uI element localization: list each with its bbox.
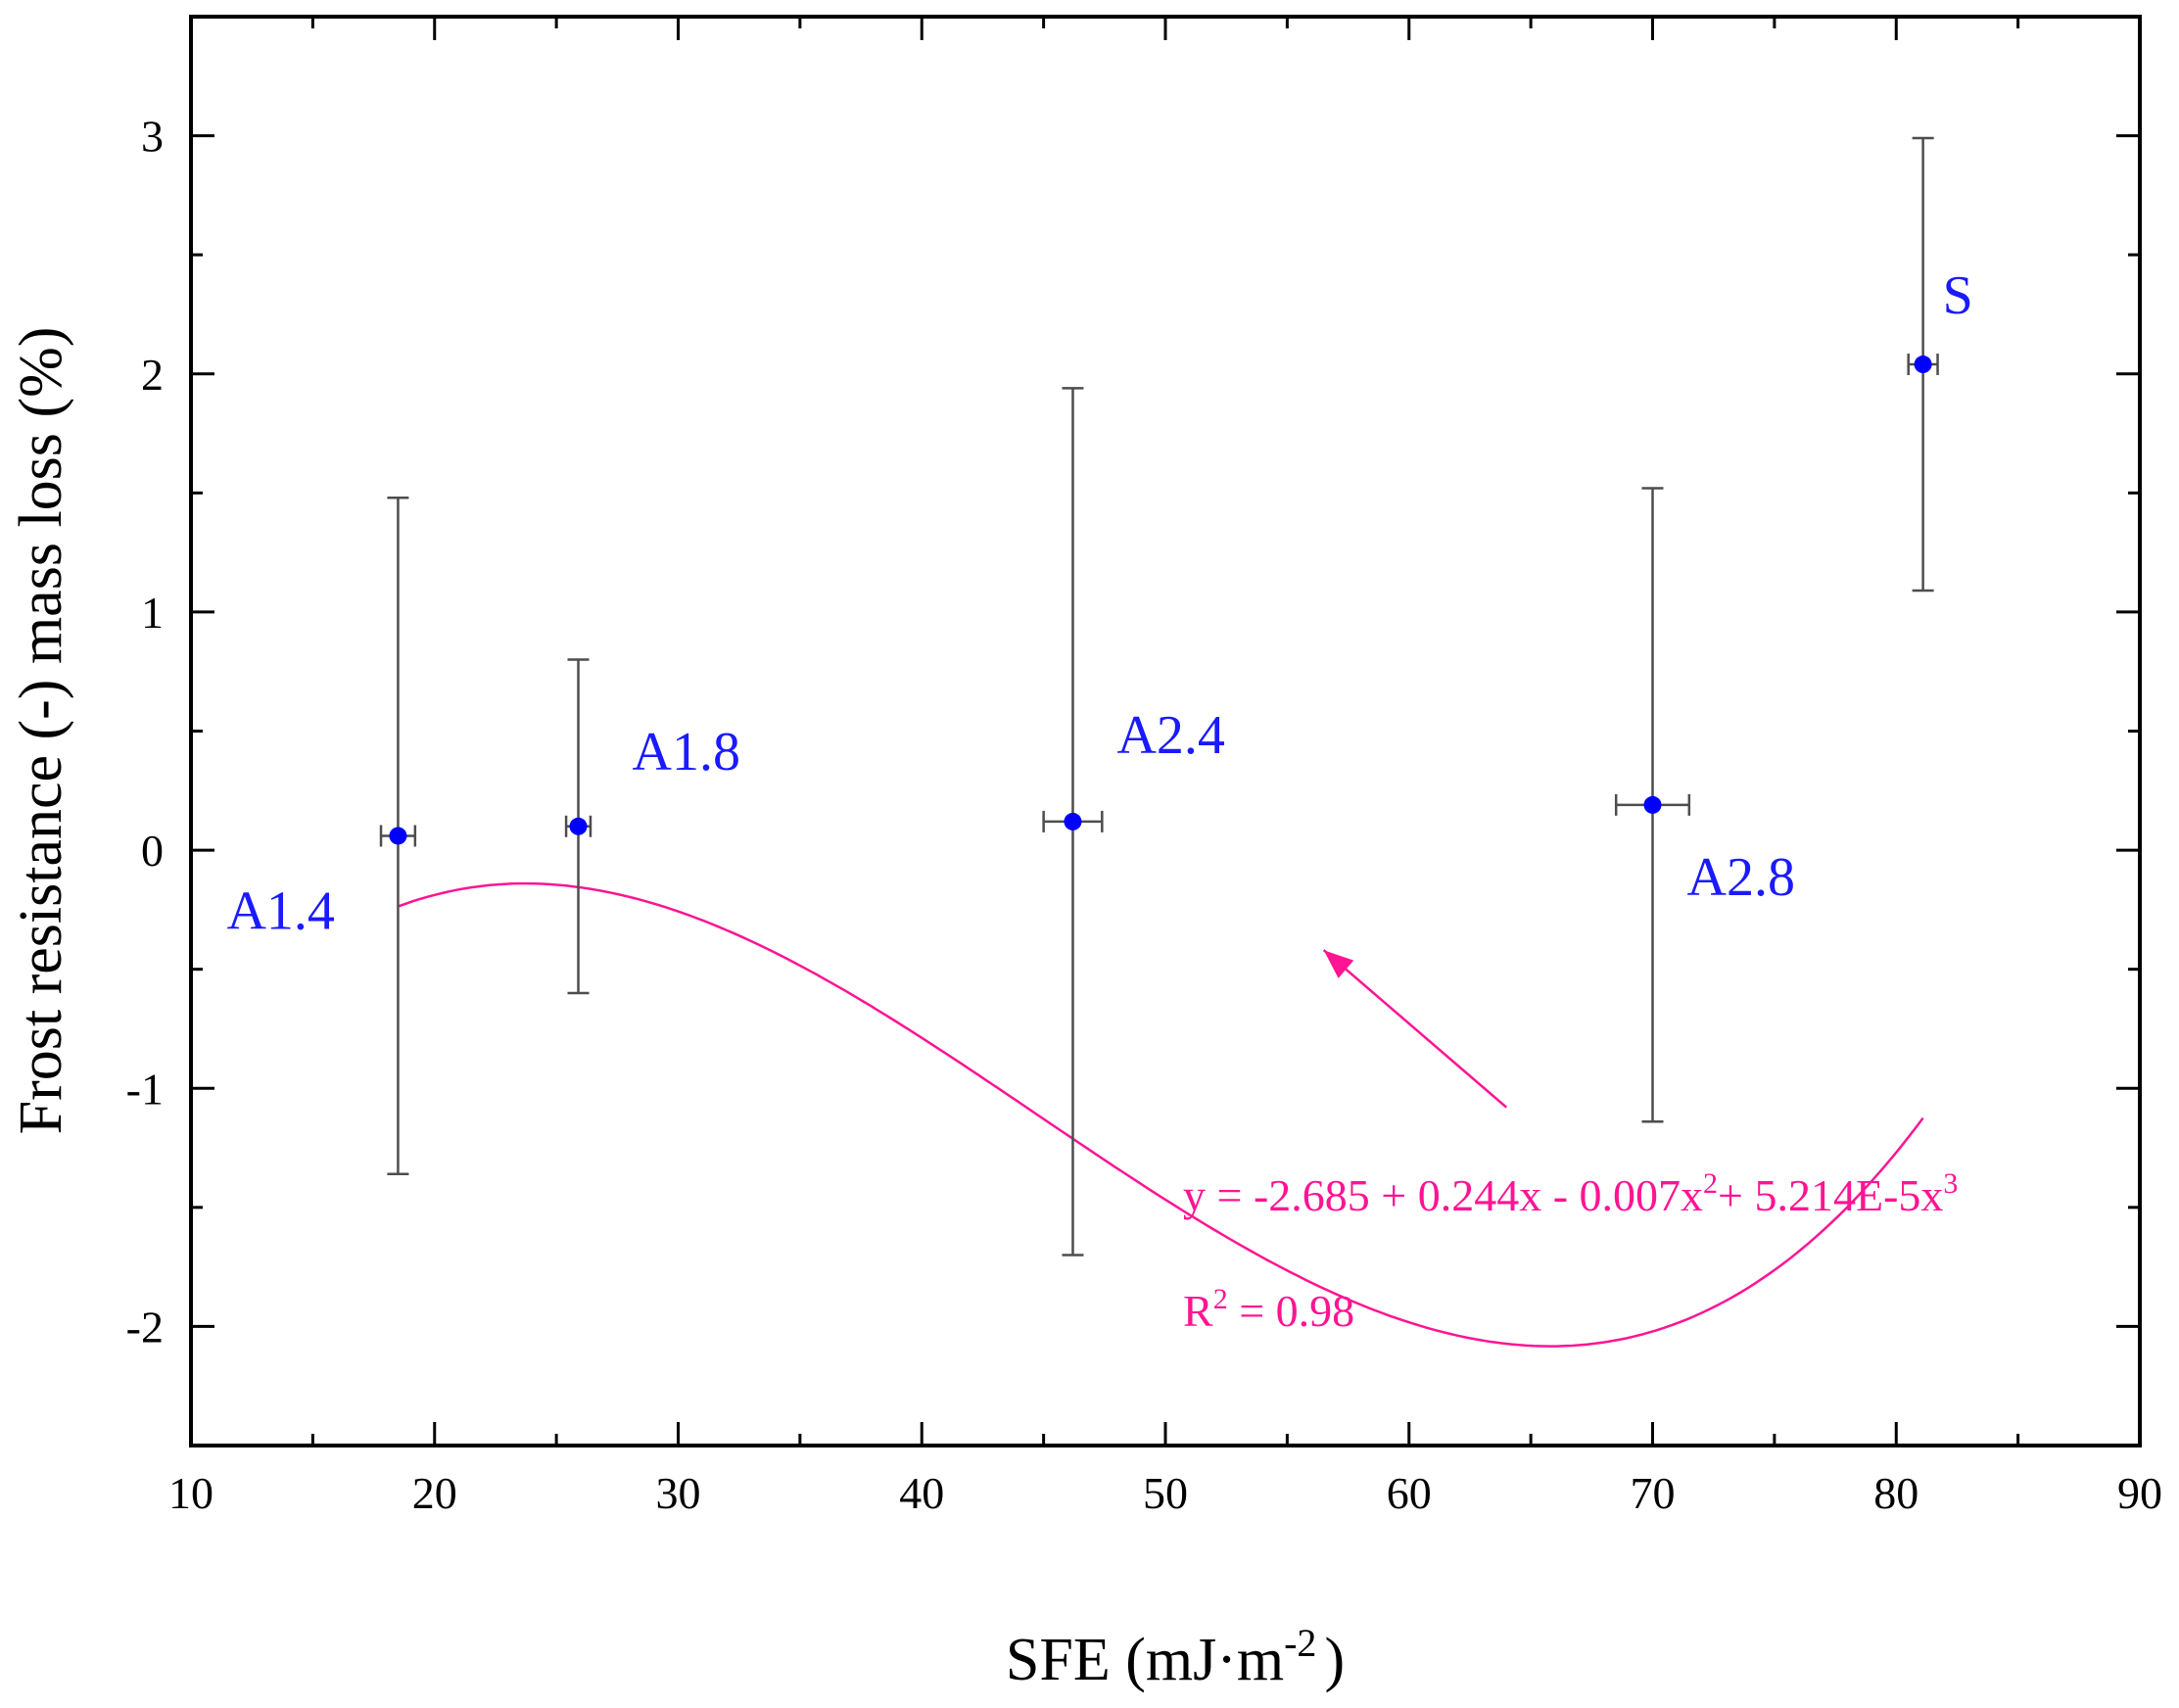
point-label: S bbox=[1943, 265, 1973, 326]
y-tick-label: 2 bbox=[141, 350, 164, 400]
fit-curve bbox=[397, 881, 1924, 1348]
y-axis-ticks: -2 -1 0 1 2 3 bbox=[126, 112, 2140, 1352]
point-label: A2.8 bbox=[1687, 847, 1795, 908]
x-tick-label: 20 bbox=[412, 1468, 457, 1518]
annotation-arrow-head bbox=[1323, 950, 1354, 978]
annotation-arrow-shaft bbox=[1322, 949, 1508, 1109]
data-point bbox=[569, 817, 588, 835]
y-tick-label: 1 bbox=[141, 588, 164, 638]
y-tick-label: -1 bbox=[126, 1064, 164, 1114]
point-label: A1.8 bbox=[633, 722, 740, 783]
point-label: A1.4 bbox=[226, 880, 334, 941]
fit-equation: y = -2.685 + 0.244x - 0.007x2+ 5.214E-5x… bbox=[1183, 1167, 1958, 1220]
y-tick-label: 3 bbox=[141, 112, 164, 162]
point-label: A2.4 bbox=[1116, 705, 1224, 766]
error-bars bbox=[379, 136, 1939, 1257]
y-tick-label: -2 bbox=[126, 1302, 164, 1352]
x-tick-label: 60 bbox=[1387, 1468, 1432, 1518]
x-tick-label: 10 bbox=[168, 1468, 213, 1518]
data-points: A1.4 A1.8 A2.4 A2.8 S bbox=[226, 265, 1972, 941]
x-axis-title: SFE (mJ·m-2) bbox=[1006, 1621, 1345, 1693]
y-axis-title: Frost resistance (-) mass loss (%) bbox=[8, 327, 74, 1135]
data-point bbox=[389, 827, 407, 845]
x-tick-label: 80 bbox=[1873, 1468, 1918, 1518]
x-tick-label: 70 bbox=[1631, 1468, 1676, 1518]
fit-r-squared: R2 = 0.98 bbox=[1183, 1283, 1354, 1336]
fit-layer bbox=[397, 881, 1924, 1348]
y-tick-label: 0 bbox=[141, 826, 164, 876]
x-tick-label: 50 bbox=[1143, 1468, 1188, 1518]
data-point bbox=[1064, 812, 1082, 830]
x-tick-label: 40 bbox=[899, 1468, 944, 1518]
data-point bbox=[1914, 356, 1932, 374]
x-tick-label: 90 bbox=[2117, 1468, 2162, 1518]
x-tick-label: 30 bbox=[656, 1468, 701, 1518]
x-axis-ticks: 10 20 30 40 50 60 70 80 90 bbox=[168, 17, 2162, 1518]
data-point bbox=[1643, 795, 1662, 814]
